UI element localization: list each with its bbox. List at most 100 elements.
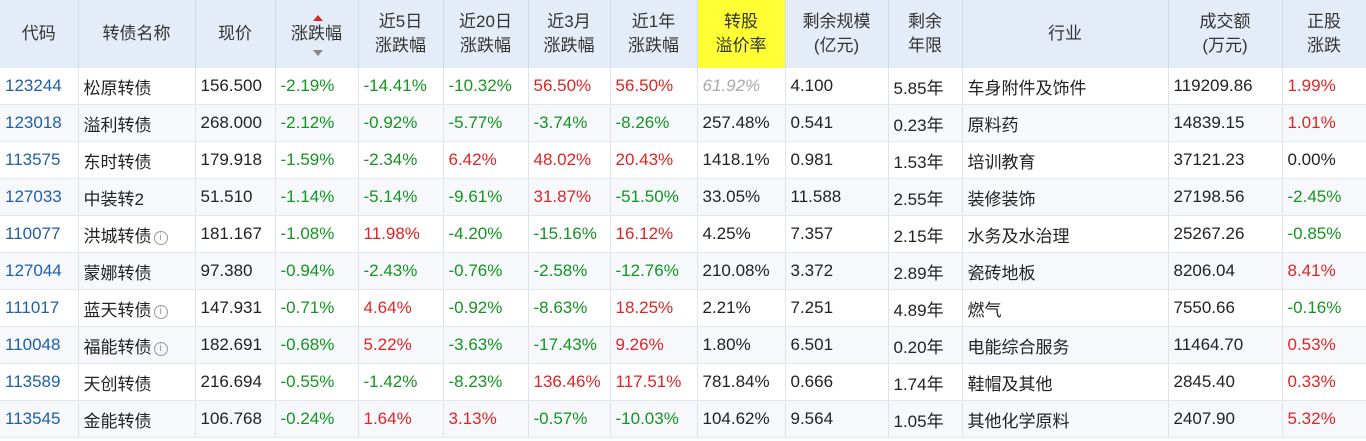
cell: -0.16% <box>1282 289 1366 327</box>
cell: -17.43% <box>528 326 611 364</box>
column-header[interactable]: 现价 <box>195 0 276 68</box>
cell: -12.76% <box>610 252 698 290</box>
cell: -1.08% <box>275 215 359 253</box>
bond-code[interactable]: 127033 <box>0 178 79 216</box>
cell: 1418.1% <box>697 141 786 179</box>
cell: 松原转债 <box>78 68 196 105</box>
cell: 燃气 <box>962 289 1169 327</box>
bond-code[interactable]: 123244 <box>0 68 79 105</box>
column-header[interactable]: 近1年 涨跌幅 <box>610 0 698 68</box>
header-text: 近3月 <box>547 12 591 31</box>
cell: 2845.40 <box>1168 363 1283 401</box>
column-header[interactable]: 代码 <box>0 0 79 68</box>
cell: 培训教育 <box>962 141 1169 179</box>
cell: 车身附件及饰件 <box>962 68 1169 105</box>
cell: 2.15年 <box>888 215 963 253</box>
cell: 11464.70 <box>1168 326 1283 364</box>
cell: 3.372 <box>785 252 889 290</box>
cell: -2.45% <box>1282 178 1366 216</box>
cell: 56.50% <box>610 68 698 105</box>
cell: 4.64% <box>358 289 444 327</box>
cell: 8206.04 <box>1168 252 1283 290</box>
cell: 9.26% <box>610 326 698 364</box>
cell: 216.694 <box>195 363 276 401</box>
bond-row: 113575 东时转债 179.918 -1.59% -2.34% 6.42% 48.02%… <box>0 141 1366 179</box>
cell: -4.20% <box>443 215 529 253</box>
column-header[interactable]: 转债名称 <box>78 0 196 68</box>
cell: 天创转债 <box>78 363 196 401</box>
cell: 4.89年 <box>888 289 963 327</box>
column-header[interactable]: 转股 溢价率 <box>697 0 786 68</box>
column-header[interactable]: 剩余规模 (亿元) <box>785 0 889 68</box>
column-header[interactable]: 成交额 (万元) <box>1168 0 1283 68</box>
bond-row: 111017蓝天转债147.931-0.71%4.64%-0.92%-8.63%… <box>0 289 1366 327</box>
column-header[interactable]: 剩余 年限 <box>888 0 963 68</box>
cell: 中装转2 <box>78 178 196 216</box>
cell: 33.05% <box>697 178 786 216</box>
column-header[interactable]: 正股 涨跌 <box>1282 0 1366 68</box>
cell: 蓝天转债 <box>78 289 196 327</box>
bond-code[interactable]: 113545 <box>0 400 79 438</box>
header-text: 转债名称 <box>102 24 171 43</box>
header-text: 代码 <box>21 24 56 43</box>
bond-code[interactable]: 123018 <box>0 104 79 142</box>
cell: 瓷砖地板 <box>962 252 1169 290</box>
bond-code[interactable]: 110048 <box>0 326 79 364</box>
column-header[interactable]: 近20日 涨跌幅 <box>443 0 529 68</box>
cell: -0.24% <box>275 400 359 438</box>
cell: -3.74% <box>528 104 611 142</box>
cell: 2.89年 <box>888 252 963 290</box>
cell: 2.21% <box>697 289 786 327</box>
cell: 5.22% <box>358 326 444 364</box>
cell: 104.62% <box>697 400 786 438</box>
column-header[interactable]: 近5日涨跌幅 <box>358 0 444 68</box>
cell: -51.50% <box>610 178 698 216</box>
cell: -1.14% <box>275 178 359 216</box>
cell: -1.59% <box>275 141 359 179</box>
column-header[interactable]: 近3月 涨跌幅 <box>528 0 611 68</box>
header-text: 近5日 <box>378 12 423 31</box>
cell: -5.77% <box>443 104 529 142</box>
cell: 1.99% <box>1282 68 1366 105</box>
cell: -1.42% <box>358 363 444 401</box>
cell: -8.63% <box>528 289 611 327</box>
cell: 6.501 <box>785 326 889 364</box>
header-text: 涨跌幅 <box>375 36 426 55</box>
cell: 179.918 <box>195 141 276 179</box>
cell: -2.43% <box>358 252 444 290</box>
cell: 1.74年 <box>888 363 963 401</box>
cell: 7550.66 <box>1168 289 1283 327</box>
cell: 11.98% <box>358 215 444 253</box>
cell: -14.41% <box>358 68 444 105</box>
column-header[interactable]: 行业 <box>962 0 1169 68</box>
cell: 6.42% <box>443 141 529 179</box>
cell: 106.768 <box>195 400 276 438</box>
cell: 0.981 <box>785 141 889 179</box>
bond-code[interactable]: 111017 <box>0 289 79 327</box>
header-text: 涨跌幅 <box>291 24 342 43</box>
column-header[interactable]: 涨跌幅 <box>275 0 359 68</box>
cell: 0.33% <box>1282 363 1366 401</box>
bond-code[interactable]: 113575 <box>0 141 79 179</box>
cell: 1.53年 <box>888 141 963 179</box>
bond-code[interactable]: 127044 <box>0 252 79 290</box>
bond-row: 127044 蒙娜转债 97.380 -0.94% -2.43% -0.76% -2.58%… <box>0 252 1366 290</box>
bond-row: 127033 中装转2 51.510 -1.14% -5.14% -9.61% 31.87%… <box>0 178 1366 216</box>
bond-code[interactable]: 113589 <box>0 363 79 401</box>
cell: -3.63% <box>443 326 529 364</box>
cell: 5.85年 <box>888 68 963 105</box>
cell: 1.01% <box>1282 104 1366 142</box>
cell: -2.34% <box>358 141 444 179</box>
cell: 0.20年 <box>888 326 963 364</box>
bond-code[interactable]: 110077 <box>0 215 79 253</box>
cell: 257.48% <box>697 104 786 142</box>
cell: 1.80% <box>697 326 786 364</box>
cell: 4.100 <box>785 68 889 105</box>
header-text: 成交额 <box>1199 12 1251 31</box>
bond-row: 113545 金能转债 106.768 -0.24% 1.64% 3.13% -0.57% -… <box>0 400 1366 438</box>
cell: 1.05年 <box>888 400 963 438</box>
cell: -9.61% <box>443 178 529 216</box>
cell: -2.12% <box>275 104 359 142</box>
cell: 5.32% <box>1282 400 1366 438</box>
